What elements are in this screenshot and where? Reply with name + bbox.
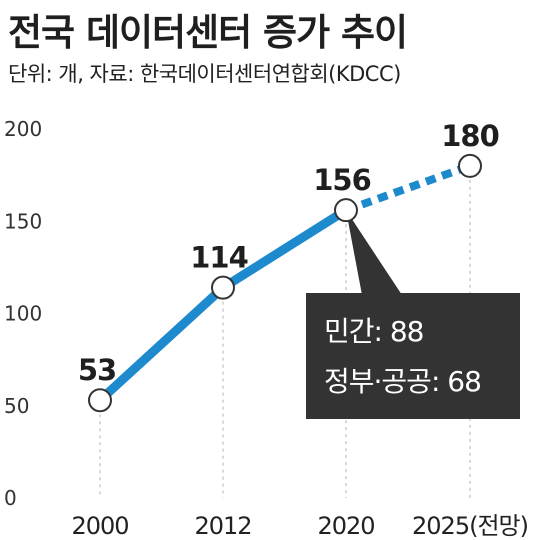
data-labels: 53 114 156 180 (78, 119, 500, 387)
x-tick-label: 2000 (71, 512, 128, 540)
callout-text: 민간: 88 (324, 315, 423, 348)
data-label: 180 (441, 119, 499, 153)
y-tick-label: 150 (4, 209, 42, 233)
chart-title: 전국 데이터센터 증가 추이 (8, 11, 408, 54)
x-tick-label: 2025(전망) (412, 512, 528, 540)
data-point (458, 153, 482, 178)
x-tick-label: 2020 (317, 512, 374, 540)
data-label: 156 (313, 163, 371, 197)
data-point (88, 388, 112, 413)
y-tick-label: 50 (4, 394, 29, 418)
chart-subtitle: 단위: 개, 자료: 한국데이터센터연합회(KDCC) (8, 62, 401, 86)
x-axis: 2000 2012 2020 2025(전망) (71, 512, 529, 540)
x-tick-label: 2012 (194, 512, 251, 540)
data-point (334, 198, 358, 223)
y-tick-label: 100 (4, 302, 42, 326)
annotation-callout: 민간: 88 정부·공공: 68 (306, 210, 520, 419)
y-axis: 0 50 100 150 200 (4, 117, 42, 510)
data-label: 114 (190, 241, 248, 275)
data-label: 53 (78, 353, 116, 387)
projection-segment (344, 162, 472, 214)
series-lines (95, 162, 472, 405)
callout-pointer (346, 210, 402, 295)
line-segment (218, 205, 351, 293)
callout-box (306, 293, 520, 419)
data-points (88, 153, 482, 413)
callout-text: 정부·공공: 68 (324, 365, 481, 398)
data-point (211, 275, 235, 300)
y-tick-label: 200 (4, 117, 42, 141)
line-segment (95, 283, 228, 405)
guide-lines (99, 165, 471, 498)
y-tick-label: 0 (4, 486, 17, 510)
